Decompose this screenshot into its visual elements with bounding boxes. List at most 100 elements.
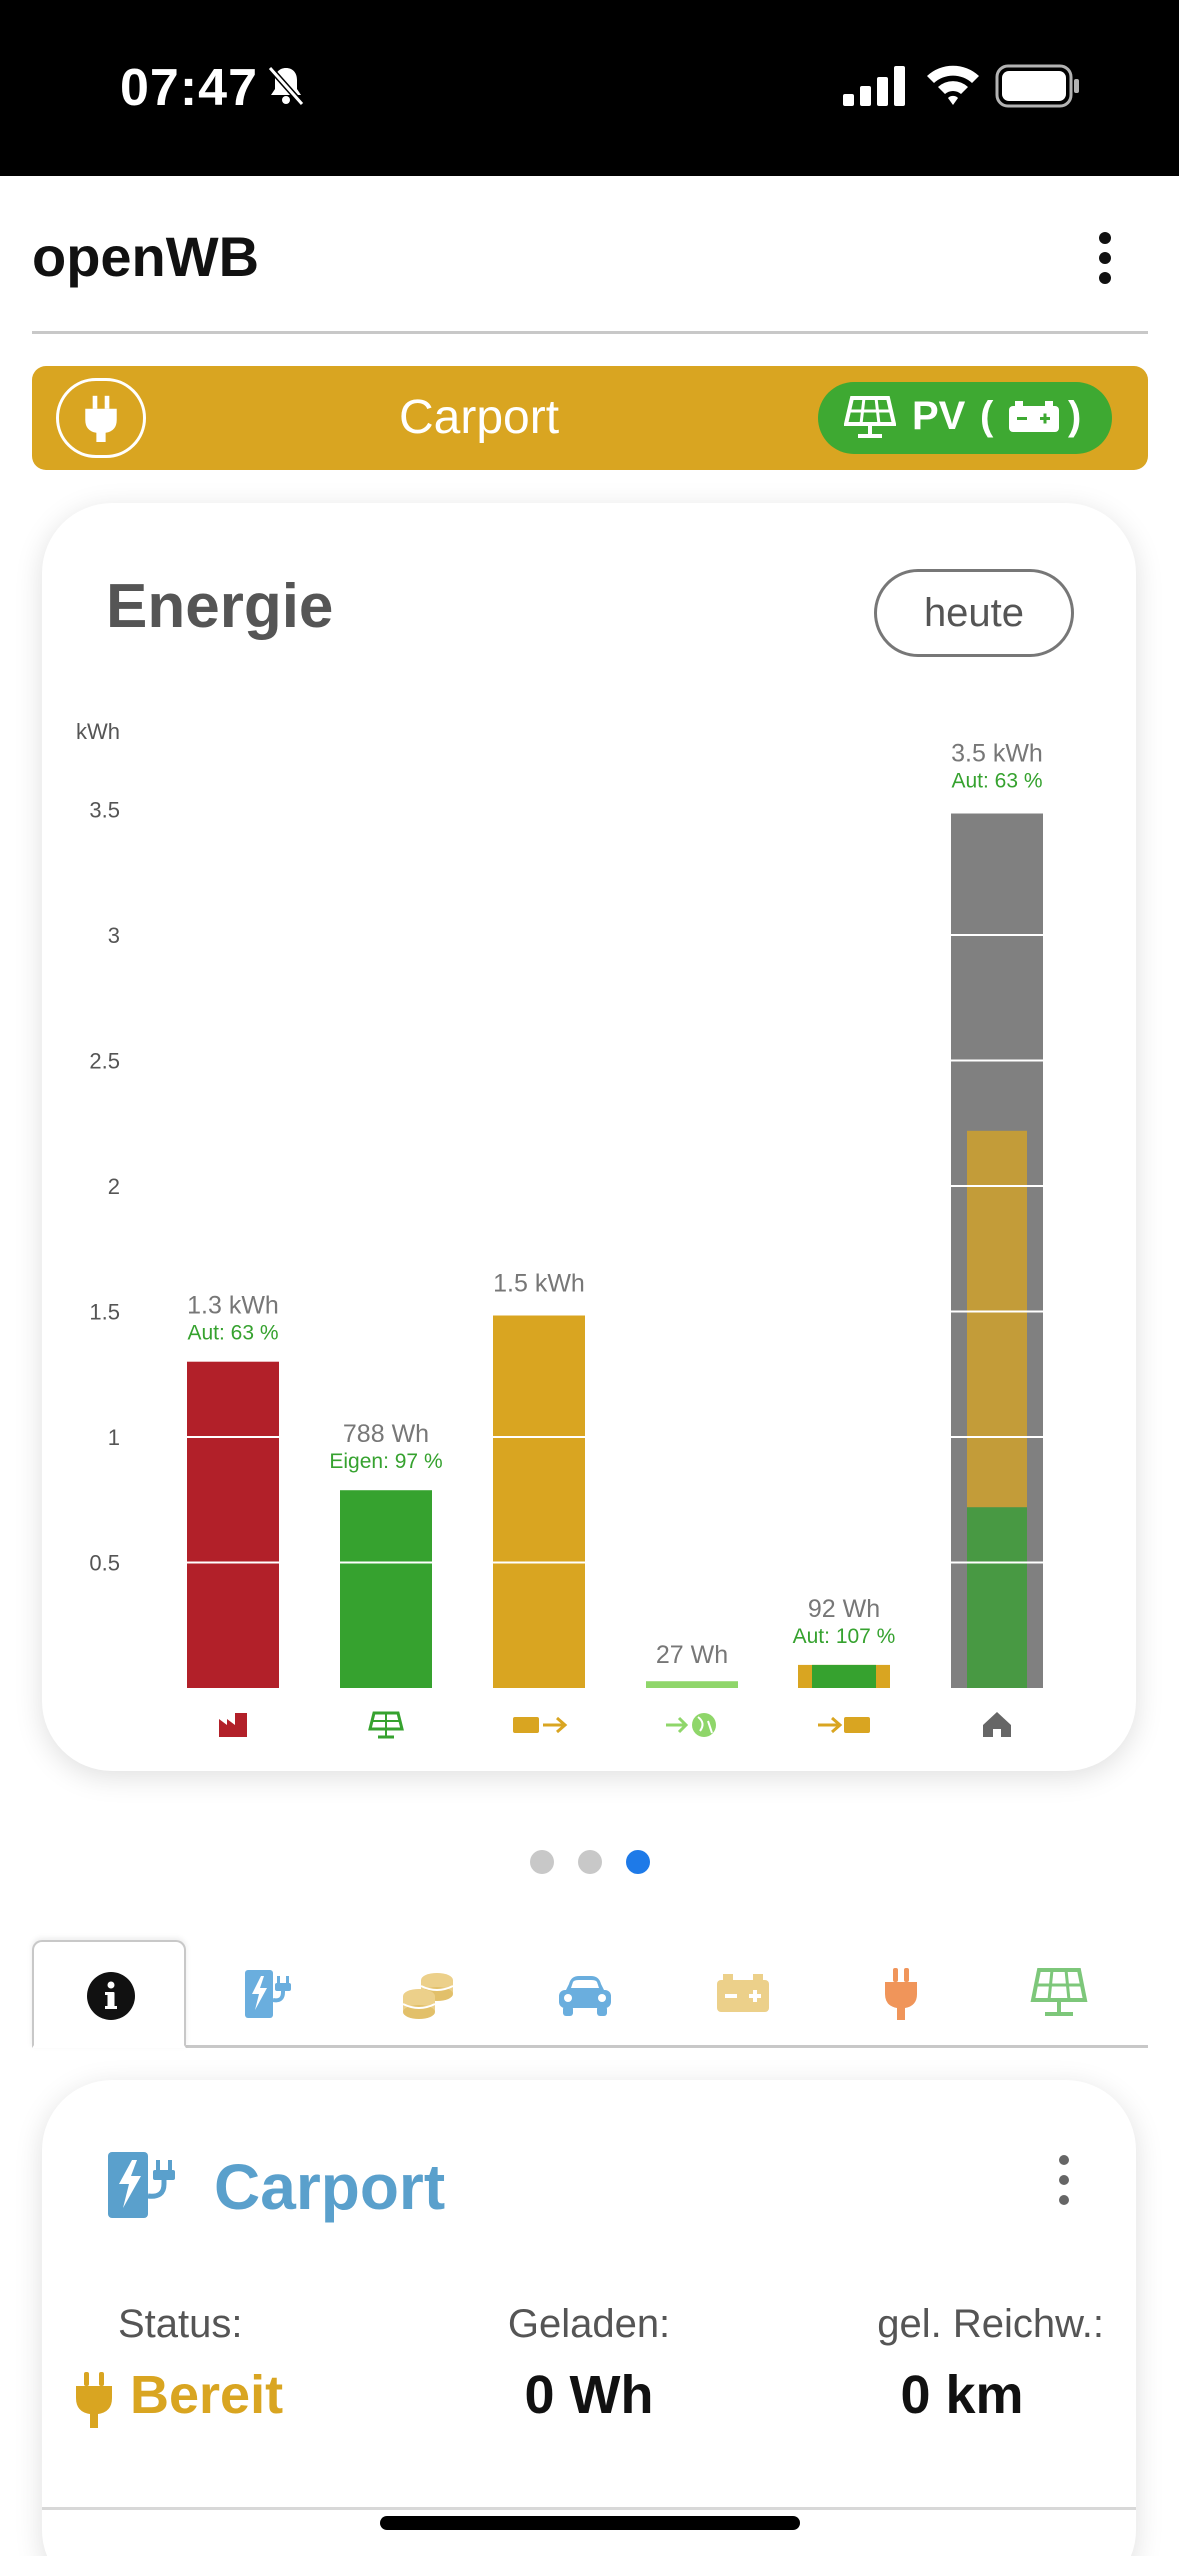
battery-icon [1009,401,1059,432]
app-header: openWB [0,176,1179,336]
bar-battery-charge-pv [812,1664,876,1688]
bar-gridline [951,1436,1043,1438]
tab-costs[interactable] [350,1940,504,2048]
bar-gridline [951,1059,1043,1062]
grid-export-icon [666,1713,716,1737]
bar-solar-panel [340,1490,432,1688]
bar-grid-export [646,1681,738,1688]
bar-gridline [951,1310,1043,1313]
bar-gridline [493,1436,585,1438]
chargepoint-card: Carport Status: Bereit Geladen: 0 Wh gel… [42,2080,1136,2556]
bar-top-line [493,1311,585,1316]
bar-gridline [951,934,1043,936]
solar-panel-icon [368,1711,404,1739]
y-tick-label: 1.5 [89,1300,120,1325]
pager-dot[interactable] [530,1850,554,1874]
solar-panel-icon [1030,1968,1088,2016]
charging-station-icon [245,1970,291,2018]
bar-gridline [951,808,1043,811]
house-pv-share [967,1507,1027,1688]
bar-top-line [951,809,1043,814]
app-title: openWB [32,225,260,288]
banner-chargepoint-name: Carport [398,391,560,444]
header-divider [32,331,1148,334]
status-bar: 07:47 [0,0,1179,176]
value-label: 1.5 kWh [493,1270,585,1298]
range-label: gel. Reichw.: [877,2302,1104,2346]
info-icon [87,1972,135,2020]
wifi-icon [927,65,979,105]
chargepoint-title: Carport [214,2151,446,2223]
tab-pv[interactable] [982,1940,1136,2048]
period-button[interactable]: heute [874,569,1074,657]
more-vertical-icon[interactable] [1090,226,1120,290]
charging-station-icon [108,2152,175,2218]
plug-icon [885,1968,917,2020]
charge-mode-paren-close: ) [1068,394,1082,438]
tab-bar [32,1940,1148,2048]
home-indicator[interactable] [380,2516,800,2530]
value-label: 1.3 kWh [187,1292,279,1320]
bell-muted-icon [267,66,305,106]
tab-info[interactable] [32,1940,186,2048]
sub-label: Aut: 107 % [793,1625,896,1648]
pager-dot[interactable] [578,1850,602,1874]
battery-in-icon [818,1716,870,1734]
cellular-signal-icon [843,66,905,106]
energy-card: Energie heute kWh 0.5 1 1.5 2 2.5 3 3.5 1.3 kWh A… [42,503,1136,1771]
status-time: 07:47 [120,59,258,117]
range-value: 0 km [900,2365,1024,2425]
plug-status-icon [76,2372,112,2428]
bar-gridline [951,1561,1043,1564]
coins-icon [402,1973,454,2019]
sub-label: Aut: 63 % [187,1322,278,1345]
y-tick-label: 2.5 [89,1049,120,1074]
y-tick-label: 3.5 [89,798,120,823]
bar-gridline [340,1561,432,1564]
house-icon [983,1712,1011,1737]
y-tick-label: 1 [108,1425,120,1450]
bar-gridline [187,1436,279,1438]
value-label: 92 Wh [808,1595,880,1623]
sub-label: Eigen: 97 % [329,1450,442,1473]
charge-mode-paren-open: ( [980,394,994,438]
bar-gridline [951,1185,1043,1187]
factory-icon [219,1713,247,1737]
bar-gridline [493,1561,585,1564]
value-label: 27 Wh [656,1641,728,1669]
tab-battery[interactable] [666,1940,820,2048]
y-tick-label: 2 [108,1174,120,1199]
sub-label: Aut: 63 % [951,770,1042,793]
battery-status-icon [995,64,1079,108]
card-divider [42,2507,1136,2510]
tab-bar-divider [32,2045,1148,2048]
energy-card-title: Energie [106,572,334,641]
bar-gridline [187,1561,279,1564]
value-label: 3.5 kWh [951,740,1043,768]
charged-value: 0 Wh [524,2365,654,2425]
bar-battery-out [493,1311,585,1688]
pager-dot-active[interactable] [626,1850,650,1874]
value-label: 788 Wh [343,1420,429,1448]
charge-mode-badge[interactable]: PV ( ) [818,382,1112,454]
y-tick-label: 0.5 [89,1551,120,1576]
house-battery-share [967,1130,1027,1508]
y-axis-unit: kWh [76,719,120,744]
more-vertical-icon[interactable] [1052,2152,1076,2208]
tab-smarthome[interactable] [824,1940,978,2048]
bar-gridline [493,1310,585,1313]
car-icon [559,1976,611,2016]
charged-label: Geladen: [507,2302,671,2346]
charge-mode-label: PV [912,394,966,438]
solar-panel-icon [844,396,896,438]
chargepoint-banner[interactable]: Carport PV ( ) [32,366,1148,470]
bar-factory [187,1361,279,1688]
carousel-pager [0,1850,1179,1880]
status-value: Bereit [130,2365,284,2425]
battery-out-icon [513,1716,568,1734]
plug-icon[interactable] [56,378,146,458]
y-tick-label: 3 [108,923,120,948]
tab-chargepoint[interactable] [192,1940,346,2048]
tab-vehicle[interactable] [508,1940,662,2048]
